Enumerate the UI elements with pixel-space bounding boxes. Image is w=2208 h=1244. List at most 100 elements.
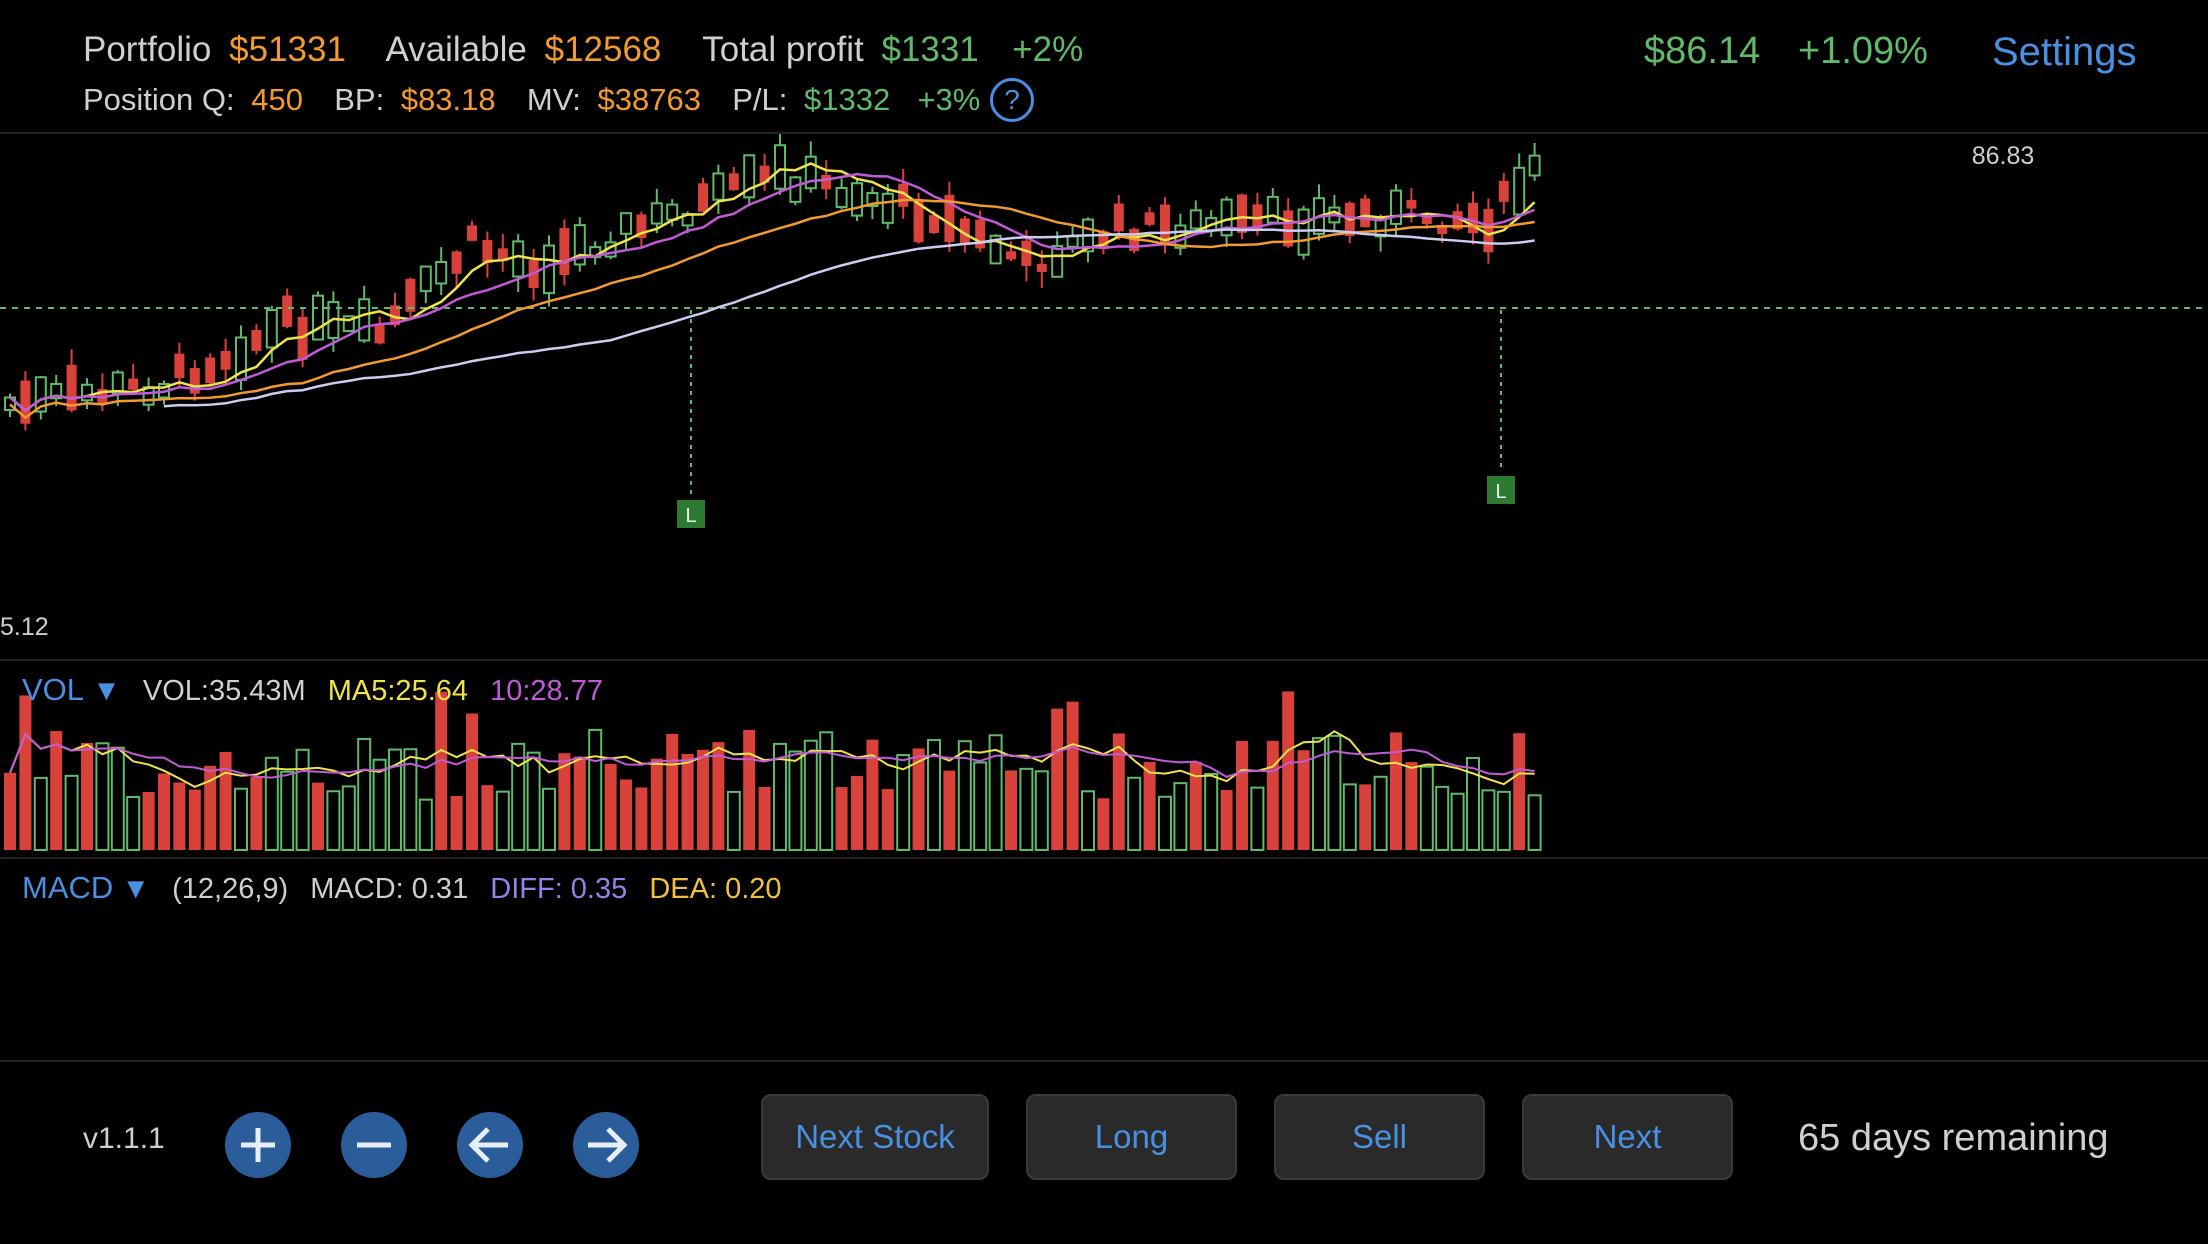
macd-dea: DEA: 0.20 bbox=[649, 873, 782, 905]
candle bbox=[374, 316, 385, 345]
volume-bar bbox=[435, 691, 448, 850]
candle bbox=[451, 250, 462, 288]
ma40-line bbox=[163, 228, 1535, 408]
position-value: 450 bbox=[251, 82, 303, 117]
volume-bar bbox=[1359, 784, 1372, 850]
chevron-down-icon[interactable]: ▼ bbox=[121, 873, 151, 905]
volume-bar bbox=[988, 734, 1003, 851]
volume-bar bbox=[1466, 756, 1480, 851]
zoom-in-button[interactable] bbox=[225, 1112, 291, 1178]
vol-ma5: MA5:25.64 bbox=[327, 675, 469, 707]
scroll-right-button[interactable] bbox=[573, 1112, 639, 1178]
volume-bar bbox=[1236, 740, 1248, 850]
volume-bar bbox=[758, 786, 771, 850]
candle bbox=[282, 288, 293, 329]
candle bbox=[467, 220, 477, 242]
volume-bar bbox=[110, 746, 125, 852]
volume-bar bbox=[1390, 732, 1402, 850]
volume-bar bbox=[341, 785, 356, 851]
candle bbox=[774, 134, 786, 195]
pl-value: $1332 bbox=[803, 82, 891, 117]
vol-ma10: 10:28.77 bbox=[490, 675, 603, 707]
candle bbox=[220, 338, 231, 384]
volume-bar bbox=[712, 742, 725, 850]
candle bbox=[559, 219, 570, 286]
candle bbox=[1006, 241, 1016, 261]
volume-bars bbox=[4, 691, 1542, 852]
days-remaining: 65 days remaining bbox=[1798, 1117, 2109, 1159]
volume-bar bbox=[1081, 790, 1095, 852]
candle bbox=[66, 349, 77, 413]
volume-bar bbox=[1419, 765, 1434, 851]
minus-icon bbox=[357, 1142, 391, 1148]
volume-bar bbox=[726, 790, 741, 851]
volume-bar bbox=[620, 779, 632, 850]
next-stock-button[interactable]: Next Stock bbox=[761, 1094, 989, 1180]
candle bbox=[482, 231, 493, 278]
candle bbox=[944, 181, 955, 252]
volume-bar bbox=[666, 733, 679, 850]
volume-bar bbox=[1143, 761, 1156, 850]
macd-diff: DIFF: 0.35 bbox=[490, 873, 628, 905]
candle bbox=[1082, 217, 1094, 263]
long-button[interactable]: Long bbox=[1026, 1094, 1237, 1180]
portfolio-label: Portfolio bbox=[83, 30, 212, 69]
candle bbox=[835, 178, 848, 210]
plus-icon bbox=[241, 1128, 275, 1162]
candle bbox=[20, 371, 31, 431]
bp-value: $83.18 bbox=[400, 82, 496, 117]
candle bbox=[312, 291, 324, 341]
candle bbox=[636, 211, 647, 249]
candle bbox=[543, 235, 555, 307]
volume-bar bbox=[264, 756, 279, 852]
next-button[interactable]: Next bbox=[1522, 1094, 1733, 1180]
volume-bar bbox=[511, 742, 526, 852]
volume-bar bbox=[1266, 740, 1279, 850]
macd-title[interactable]: MACD bbox=[22, 870, 114, 905]
volume-bar bbox=[896, 754, 911, 851]
vol-title[interactable]: VOL bbox=[22, 672, 85, 707]
vol-value: VOL:35.43M bbox=[142, 675, 306, 707]
trade-marker-1[interactable]: L bbox=[677, 310, 705, 528]
volume-bar bbox=[19, 695, 32, 850]
trade-marker-2[interactable]: L bbox=[1487, 310, 1515, 504]
arrow-left-icon bbox=[468, 1127, 508, 1163]
chevron-down-icon[interactable]: ▼ bbox=[92, 675, 121, 707]
candle bbox=[512, 234, 525, 293]
stock-chart[interactable]: 86.83 5.12 L L bbox=[0, 134, 2208, 924]
position-label: Position Q: bbox=[83, 82, 235, 117]
volume-bar bbox=[773, 742, 787, 851]
help-icon[interactable]: ? bbox=[990, 78, 1034, 122]
candle bbox=[1313, 184, 1325, 241]
zoom-out-button[interactable] bbox=[341, 1112, 407, 1178]
candle bbox=[1468, 191, 1478, 245]
volume-bar bbox=[866, 739, 879, 850]
volume-bar bbox=[819, 731, 834, 851]
volume-bar bbox=[957, 740, 972, 851]
volume-bar bbox=[1005, 770, 1017, 850]
candle bbox=[759, 153, 770, 191]
trade-marker-letter: L bbox=[685, 505, 696, 527]
candle bbox=[342, 315, 355, 333]
pl-pct: +3% bbox=[917, 82, 981, 117]
volume-bar bbox=[495, 790, 510, 852]
candle bbox=[1344, 201, 1355, 244]
min-price-label: 5.12 bbox=[0, 613, 49, 641]
candle bbox=[712, 164, 725, 215]
sell-button[interactable]: Sell bbox=[1274, 1094, 1485, 1180]
volume-bar bbox=[1513, 733, 1526, 850]
volume-bar bbox=[481, 785, 494, 850]
volume-bar bbox=[851, 775, 863, 850]
volume-bar bbox=[835, 787, 848, 850]
candle bbox=[50, 374, 63, 407]
volume-bar bbox=[250, 777, 263, 850]
ma5-line bbox=[9, 162, 1536, 413]
volume-bar bbox=[1019, 767, 1034, 851]
candle bbox=[650, 188, 663, 234]
volume-bar bbox=[219, 751, 232, 850]
volume-bar bbox=[81, 742, 93, 850]
mv-value: $38763 bbox=[597, 82, 701, 117]
scroll-left-button[interactable] bbox=[457, 1112, 523, 1178]
settings-button[interactable]: Settings bbox=[1992, 30, 2137, 74]
price-change-pct: +1.09% bbox=[1798, 30, 1928, 72]
